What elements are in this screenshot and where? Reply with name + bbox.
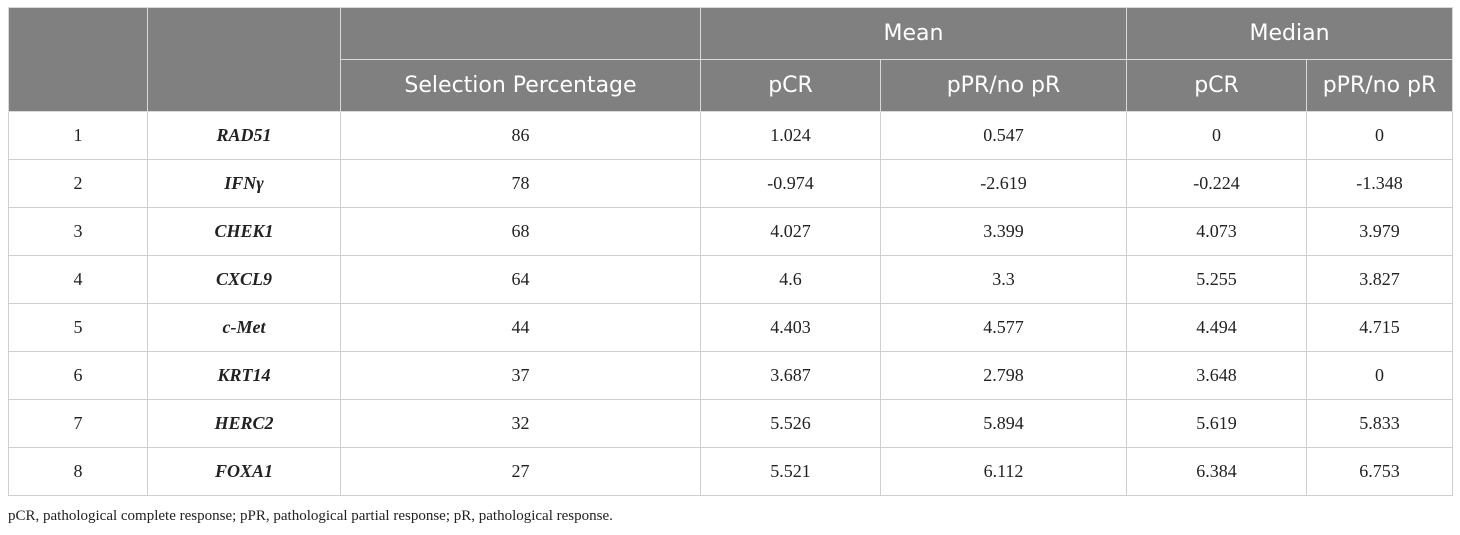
median-ppr-cell: 0	[1306, 351, 1454, 400]
rank-cell: 8	[8, 447, 148, 496]
selection-cell: 78	[340, 159, 701, 208]
mean-ppr-cell: 5.894	[879, 399, 1128, 448]
mean-ppr-cell: 0.547	[879, 111, 1128, 160]
header-row-1: Mean Median	[8, 7, 1454, 112]
rank-cell: 4	[8, 255, 148, 304]
rank-cell: 7	[8, 399, 148, 448]
median-ppr-cell: 3.827	[1306, 255, 1454, 304]
median-ppr-cell: 4.715	[1306, 303, 1454, 352]
mean-pcr-cell: 4.403	[700, 303, 881, 352]
gene-cell: CHEK1	[147, 207, 341, 256]
selection-percentage-header: Selection Percentage	[340, 59, 701, 112]
median-ppr-cell: 0	[1306, 111, 1454, 160]
rank-header	[8, 7, 148, 112]
table-body: 1 RAD51 86 1.024 0.547 0 0 2 IFNγ 78 -0.…	[8, 111, 1454, 496]
gene-cell: KRT14	[147, 351, 341, 400]
median-ppr-header: pPR/no pR	[1306, 59, 1454, 112]
median-ppr-cell: 3.979	[1306, 207, 1454, 256]
rank-cell: 5	[8, 303, 148, 352]
table-row: 4 CXCL9 64 4.6 3.3 5.255 3.827	[8, 255, 1454, 304]
table-footnote: pCR, pathological complete response; pPR…	[8, 508, 613, 524]
median-ppr-cell: 6.753	[1306, 447, 1454, 496]
gene-cell: c-Met	[147, 303, 341, 352]
table-header: Mean Median Selection Percentage pCR pPR…	[8, 7, 1454, 112]
mean-pcr-cell: 1.024	[700, 111, 881, 160]
gene-cell: FOXA1	[147, 447, 341, 496]
results-table: Mean Median Selection Percentage pCR pPR…	[8, 7, 1454, 496]
median-pcr-cell: -0.224	[1126, 159, 1308, 208]
mean-ppr-cell: 3.3	[879, 255, 1128, 304]
mean-pcr-cell: 5.526	[700, 399, 881, 448]
mean-ppr-cell: 4.577	[879, 303, 1128, 352]
mean-pcr-header: pCR	[700, 59, 881, 112]
header-row-2: Selection Percentage pCR pPR/no pR pCR p…	[9, 59, 1454, 112]
median-pcr-header: pCR	[1126, 59, 1308, 112]
mean-pcr-cell: 4.027	[700, 207, 881, 256]
selection-header-top	[340, 7, 701, 60]
table-row: 3 CHEK1 68 4.027 3.399 4.073 3.979	[8, 207, 1454, 256]
mean-ppr-cell: 2.798	[879, 351, 1128, 400]
gene-cell: HERC2	[147, 399, 341, 448]
median-pcr-cell: 4.494	[1126, 303, 1308, 352]
mean-ppr-cell: -2.619	[879, 159, 1128, 208]
selection-cell: 44	[340, 303, 701, 352]
selection-cell: 37	[340, 351, 701, 400]
mean-ppr-header: pPR/no pR	[879, 59, 1128, 112]
gene-cell: IFNγ	[147, 159, 341, 208]
median-header: Median	[1126, 7, 1454, 60]
table-row: 2 IFNγ 78 -0.974 -2.619 -0.224 -1.348	[8, 159, 1454, 208]
median-pcr-cell: 6.384	[1126, 447, 1308, 496]
median-ppr-cell: 5.833	[1306, 399, 1454, 448]
rank-cell: 3	[8, 207, 148, 256]
table-row: 5 c-Met 44 4.403 4.577 4.494 4.715	[8, 303, 1454, 352]
table-row: 1 RAD51 86 1.024 0.547 0 0	[8, 111, 1454, 160]
table-row: 6 KRT14 37 3.687 2.798 3.648 0	[8, 351, 1454, 400]
selection-cell: 64	[340, 255, 701, 304]
mean-pcr-cell: -0.974	[700, 159, 881, 208]
selection-cell: 86	[340, 111, 701, 160]
rank-cell: 1	[8, 111, 148, 160]
gene-header	[147, 7, 341, 112]
table-row: 8 FOXA1 27 5.521 6.112 6.384 6.753	[8, 447, 1454, 496]
mean-pcr-cell: 3.687	[700, 351, 881, 400]
median-pcr-cell: 5.255	[1126, 255, 1308, 304]
mean-pcr-cell: 4.6	[700, 255, 881, 304]
mean-header: Mean	[699, 7, 1128, 60]
selection-cell: 32	[340, 399, 701, 448]
mean-ppr-cell: 6.112	[879, 447, 1128, 496]
mean-ppr-cell: 3.399	[879, 207, 1128, 256]
rank-cell: 6	[8, 351, 148, 400]
median-pcr-cell: 3.648	[1126, 351, 1308, 400]
gene-cell: RAD51	[147, 111, 341, 160]
results-table-container: Mean Median Selection Percentage pCR pPR…	[8, 7, 1454, 496]
median-pcr-cell: 4.073	[1126, 207, 1308, 256]
selection-cell: 68	[340, 207, 701, 256]
gene-cell: CXCL9	[147, 255, 341, 304]
median-pcr-cell: 5.619	[1126, 399, 1308, 448]
rank-cell: 2	[8, 159, 148, 208]
mean-pcr-cell: 5.521	[700, 447, 881, 496]
median-pcr-cell: 0	[1126, 111, 1308, 160]
selection-cell: 27	[340, 447, 701, 496]
table-row: 7 HERC2 32 5.526 5.894 5.619 5.833	[8, 399, 1454, 448]
median-ppr-cell: -1.348	[1306, 159, 1454, 208]
